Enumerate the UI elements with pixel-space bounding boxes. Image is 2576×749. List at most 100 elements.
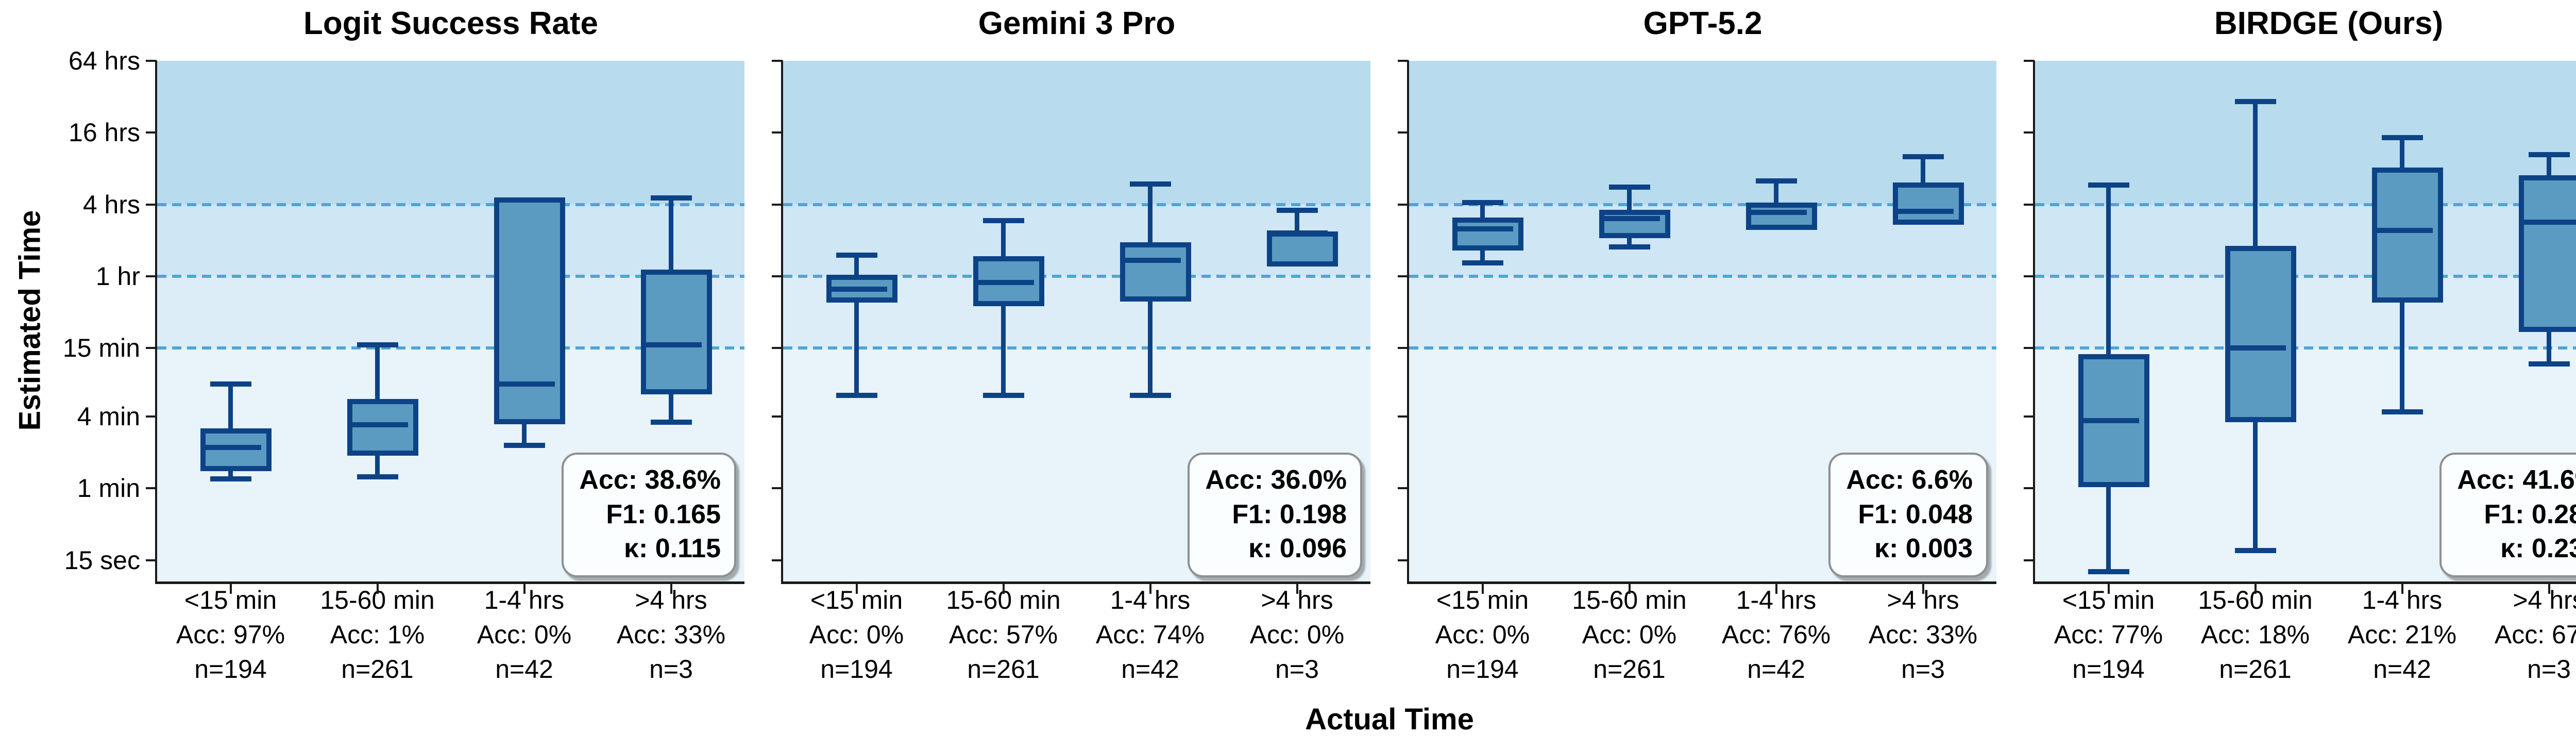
x-category-n-label: n=261	[967, 655, 1040, 684]
median-line	[1599, 216, 1660, 222]
median-line	[1452, 226, 1513, 231]
y-tick-mark	[772, 559, 782, 561]
dashed-gridline	[783, 203, 1370, 206]
box-plot	[494, 60, 565, 582]
panel-title: Logit Success Rate	[303, 6, 598, 41]
y-tick-label: 4 hrs	[82, 190, 140, 219]
whisker-cap-bottom	[650, 419, 692, 425]
dashed-gridline	[157, 203, 744, 206]
box-rect	[1266, 231, 1338, 267]
whisker-cap-top	[650, 195, 692, 201]
y-tick-mark	[1398, 487, 1408, 490]
whisker-cap-bottom	[1129, 393, 1171, 398]
whisker-cap-top	[2088, 182, 2129, 188]
y-tick-mark	[772, 275, 782, 277]
category-band	[1409, 61, 1996, 205]
dashed-gridline	[783, 274, 1370, 278]
stats-acc: Acc: 6.6%	[1846, 465, 1973, 495]
whisker-cap-bottom	[503, 442, 545, 448]
x-category-n-label: n=261	[1593, 655, 1666, 684]
median-line	[1745, 209, 1807, 215]
y-tick-mark	[2024, 275, 2034, 277]
x-tick-mark	[1149, 584, 1151, 594]
x-category-acc-label: Acc: 77%	[2054, 620, 2163, 649]
x-category-acc-label: Acc: 0%	[809, 620, 904, 649]
panel-title: Gemini 3 Pro	[978, 6, 1176, 41]
category-band	[2035, 204, 2576, 276]
stats-f1: F1: 0.198	[1232, 499, 1347, 529]
box-plot	[1120, 60, 1191, 582]
dashed-gridline	[2035, 203, 2576, 206]
x-tick-mark	[1922, 584, 1924, 594]
median-line	[2225, 345, 2286, 351]
y-tick-mark	[1398, 131, 1408, 134]
whisker-cap-bottom	[2088, 569, 2129, 575]
median-line	[2371, 228, 2433, 234]
x-category-n-label: n=42	[495, 655, 553, 684]
box-plot	[200, 60, 272, 582]
x-tick-mark	[1628, 584, 1631, 594]
y-tick-mark	[772, 347, 782, 349]
y-tick-mark	[146, 347, 156, 349]
x-category-n-label: n=194	[1446, 655, 1519, 684]
y-tick-label: 15 min	[62, 334, 140, 363]
whisker-line	[1001, 220, 1006, 396]
whisker-cap-bottom	[836, 393, 877, 398]
box-rect	[1892, 182, 1964, 225]
whisker-cap-top	[1902, 154, 1944, 159]
box-plot	[1892, 60, 1964, 582]
x-category-label: >4 hrs	[2513, 586, 2576, 614]
box-plot	[2371, 60, 2443, 582]
whisker-cap-top	[1755, 178, 1797, 184]
left-spine	[155, 60, 157, 584]
median-line	[1266, 230, 1328, 236]
stats-f1: F1: 0.284	[2484, 499, 2576, 529]
x-category-n-label: n=261	[341, 655, 414, 684]
y-tick-mark	[1398, 559, 1408, 561]
y-tick-mark	[772, 487, 782, 490]
box-rect	[2371, 167, 2443, 303]
category-band	[2035, 61, 2576, 205]
box-rect	[640, 270, 712, 394]
whisker-cap-top	[2528, 152, 2570, 157]
stats-acc: Acc: 36.0%	[1205, 465, 1347, 495]
x-tick-mark	[1296, 584, 1298, 594]
x-axis-title: Actual Time	[1305, 703, 1474, 736]
dashed-gridline	[2035, 346, 2576, 350]
x-category-acc-label: Acc: 33%	[616, 620, 726, 649]
bottom-spine	[2033, 581, 2576, 584]
median-line	[1120, 257, 1181, 263]
y-tick-labels-column: 64 hrs 16 hrs 4 hrs 1 hr 15 min 4 min 1 min 15 …	[0, 0, 155, 749]
x-tick-mark	[229, 584, 232, 594]
median-line	[1892, 209, 1954, 214]
y-tick-mark	[1398, 415, 1408, 418]
whisker-cap-top	[1608, 184, 1650, 190]
y-tick-label: 1 min	[77, 474, 140, 503]
box-rect	[1599, 209, 1670, 238]
y-tick-mark	[146, 275, 156, 277]
category-band	[783, 61, 1370, 205]
stats-acc: Acc: 38.6%	[579, 465, 721, 495]
stats-box: Acc: 38.6% F1: 0.165 κ: 0.115	[562, 453, 736, 577]
left-spine	[1407, 60, 1409, 584]
x-tick-mark	[1002, 584, 1005, 594]
median-line	[347, 422, 408, 428]
stats-kappa: κ: 0.115	[623, 534, 721, 564]
whisker-cap-bottom	[1462, 260, 1503, 265]
x-category-acc-label: Acc: 18%	[2200, 620, 2310, 649]
y-tick-mark	[1398, 347, 1408, 349]
x-tick-mark	[2401, 584, 2403, 594]
x-tick-mark	[2548, 584, 2550, 594]
median-line	[826, 286, 887, 292]
box-plot	[1452, 60, 1523, 582]
box-rect	[1120, 242, 1191, 302]
y-tick-mark	[2024, 131, 2034, 134]
whisker-cap-bottom	[2528, 361, 2570, 367]
median-line	[973, 280, 1034, 286]
stats-acc: Acc: 41.6%	[2457, 465, 2576, 495]
whisker-cap-bottom	[357, 474, 398, 480]
y-tick-mark	[2024, 347, 2034, 349]
whisker-cap-top	[2234, 98, 2276, 104]
bottom-spine	[1407, 581, 1996, 584]
